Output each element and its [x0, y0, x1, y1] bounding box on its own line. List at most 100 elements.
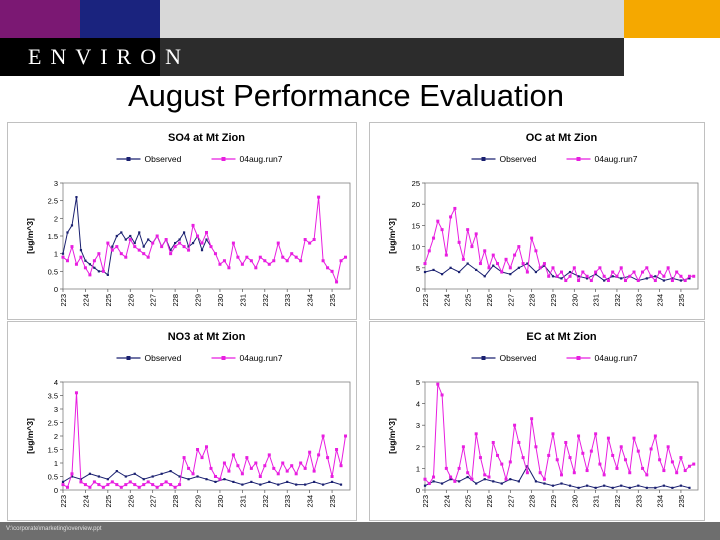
ec-point-1-16	[491, 440, 495, 444]
no3-point-0-28	[313, 480, 316, 483]
ec-point-1-56	[662, 469, 666, 473]
so4-point-0-14	[124, 238, 127, 241]
oc-point-0-6	[475, 268, 478, 272]
oc-point-1-7	[453, 206, 457, 210]
no3-point-1-1	[65, 485, 69, 489]
ec-point-1-37	[581, 451, 585, 455]
header-band-dark	[160, 38, 624, 76]
no3-point-1-11	[110, 480, 114, 484]
so4-legend: Observed 04aug.run7	[116, 154, 283, 164]
oc-point-1-20	[508, 266, 512, 270]
oc-legend-label-1: 04aug.run7	[595, 154, 638, 164]
no3-point-0-21	[250, 480, 253, 483]
oc-point-0-7	[483, 275, 486, 278]
oc-ytick-label-1: 5	[416, 264, 420, 273]
so4-point-0-26	[178, 238, 181, 241]
so4-point-0-13	[120, 231, 123, 234]
ec-point-1-41	[598, 462, 602, 466]
no3-point-1-27	[182, 456, 186, 460]
no3-ytick-label-8: 4	[54, 378, 58, 387]
ec-point-1-15	[487, 475, 491, 479]
so4-point-1-9	[101, 269, 105, 273]
ec-point-1-8	[457, 466, 461, 470]
oc-point-1-34	[568, 274, 572, 278]
ec-xtick-label-5: 228	[528, 495, 537, 508]
no3-point-1-5	[83, 483, 87, 487]
oc-legend-marker-1	[576, 157, 581, 161]
ec-point-1-11	[470, 477, 474, 481]
oc-point-1-51	[641, 270, 645, 274]
so4-point-1-0	[61, 255, 65, 259]
oc-point-1-26	[534, 249, 538, 253]
oc-legend: Observed 04aug.run7	[471, 154, 638, 164]
oc-point-1-53	[649, 274, 653, 278]
ec-legend-label-1: 04aug.run7	[595, 353, 638, 363]
ec-point-1-42	[602, 473, 606, 477]
no3-point-1-40	[240, 472, 244, 476]
so4-point-1-33	[209, 245, 213, 249]
so4-point-1-53	[299, 259, 303, 263]
no3-point-1-28	[187, 466, 191, 470]
so4-point-0-11	[111, 245, 114, 248]
no3-point-0-12	[169, 470, 172, 473]
so4-point-0-12	[115, 234, 118, 238]
oc-point-1-41	[598, 266, 602, 270]
oc-ytick-label-5: 25	[412, 179, 420, 188]
ec-series-line-0	[424, 465, 690, 489]
no3-ytick-label-1: 0.5	[48, 473, 58, 482]
no3-point-1-60	[330, 475, 334, 478]
ec-xtick-label-0: 223	[421, 495, 430, 508]
oc-point-1-62	[687, 274, 691, 278]
no3-legend-label-1: 04aug.run7	[240, 353, 283, 363]
oc-point-1-2	[432, 236, 436, 240]
ec-point-1-60	[679, 456, 683, 460]
oc-point-0-14	[543, 264, 546, 267]
ec-point-0-0	[423, 484, 427, 487]
ec-point-0-21	[603, 484, 606, 487]
no3-point-0-6	[115, 470, 118, 473]
oc-point-1-54	[653, 279, 657, 283]
so4-point-1-29	[191, 223, 195, 227]
ec-xtick-label-9: 232	[613, 495, 622, 508]
no3-title: NO3 at Mt Zion	[168, 331, 246, 343]
no3-point-1-22	[160, 483, 164, 487]
oc-point-1-59	[675, 270, 679, 274]
so4-point-1-63	[344, 255, 348, 259]
so4-point-0-24	[169, 249, 172, 252]
oc-point-0-18	[577, 275, 580, 278]
oc-point-1-29	[547, 274, 551, 278]
oc-xtick-label-7: 230	[570, 294, 579, 307]
ec-point-1-26	[534, 445, 538, 449]
no3-point-1-50	[285, 469, 289, 473]
oc-point-1-52	[645, 266, 649, 270]
oc-series-line-1	[424, 206, 694, 282]
ec-ytick-label-1: 1	[416, 464, 420, 473]
so4-xtick-label-9: 232	[261, 294, 270, 307]
ec-point-0-28	[662, 484, 665, 487]
so4-point-1-8	[97, 252, 101, 256]
so4-point-0-7	[93, 266, 96, 269]
oc-point-0-5	[466, 262, 469, 265]
oc-point-0-3	[449, 266, 452, 269]
oc-point-1-43	[606, 279, 610, 283]
no3-xtick-label-11: 234	[306, 495, 315, 508]
oc-point-1-50	[636, 279, 640, 283]
so4-point-0-4	[79, 249, 83, 252]
ec-point-0-7	[483, 478, 486, 481]
so4-point-1-48	[276, 241, 280, 245]
oc-legend-label-0: Observed	[500, 154, 537, 164]
ec-point-1-22	[517, 440, 521, 444]
no3-point-1-31	[200, 456, 204, 460]
oc-point-1-13	[478, 262, 482, 266]
so4-plot-area	[62, 182, 351, 290]
ec-point-1-34	[568, 456, 572, 460]
oc-point-1-46	[619, 266, 623, 270]
ec-point-1-33	[564, 440, 568, 444]
so4-point-1-55	[308, 241, 312, 245]
oc-point-1-17	[496, 262, 500, 266]
so4-point-0-25	[174, 241, 177, 245]
oc-point-1-39	[589, 279, 593, 283]
no3-point-0-8	[133, 472, 136, 475]
no3-point-1-61	[335, 448, 339, 451]
chart-panel-no3: NO3 at Mt Zion Observed 04aug.run7 0 0.5 1 1.5…	[7, 321, 357, 521]
